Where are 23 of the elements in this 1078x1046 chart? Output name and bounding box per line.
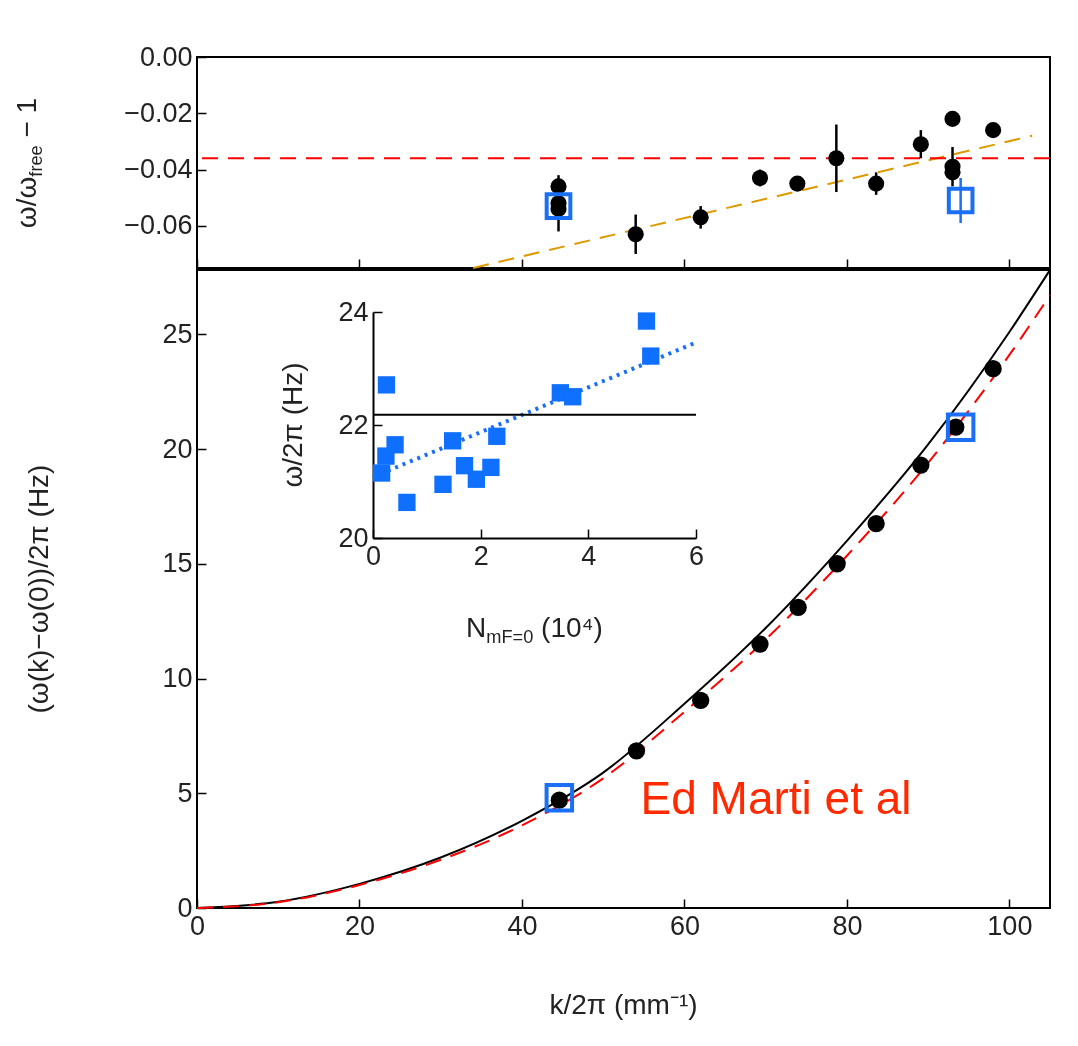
y-tick-label: 5 (177, 777, 193, 808)
x-tick-label: 60 (669, 910, 700, 941)
y-tick-label: −0.04 (124, 154, 193, 185)
x-tick-label: 40 (507, 910, 538, 941)
y-tick-label: 24 (338, 296, 369, 327)
annotation: Ed Marti et al (640, 771, 912, 824)
x-axis-title: N$_{mF=0}$ (10⁴) (466, 611, 603, 648)
y-tick-label: 20 (162, 433, 193, 464)
x-axis-title: k/2π (mm⁻¹) (549, 989, 698, 1020)
y-tick-label: 15 (162, 548, 193, 579)
y-axis-title: (ω(k)−ω(0))/2π (Hz) (23, 464, 54, 714)
x-tick-label: 2 (473, 540, 489, 571)
y-tick-label: −0.02 (124, 97, 193, 128)
y-tick-label: 25 (162, 318, 193, 349)
y-tick-label: 0.00 (139, 41, 193, 72)
y-tick-label: −0.06 (124, 210, 193, 241)
x-tick-label: 4 (581, 540, 597, 571)
y-tick-label: 22 (338, 409, 369, 440)
y-tick-label: 10 (162, 663, 193, 693)
x-tick-label: 80 (832, 910, 863, 941)
y-axis-title: ω/2π (Hz) (277, 362, 308, 488)
x-tick-label: 100 (987, 910, 1033, 941)
x-tick-label: 6 (688, 540, 705, 571)
